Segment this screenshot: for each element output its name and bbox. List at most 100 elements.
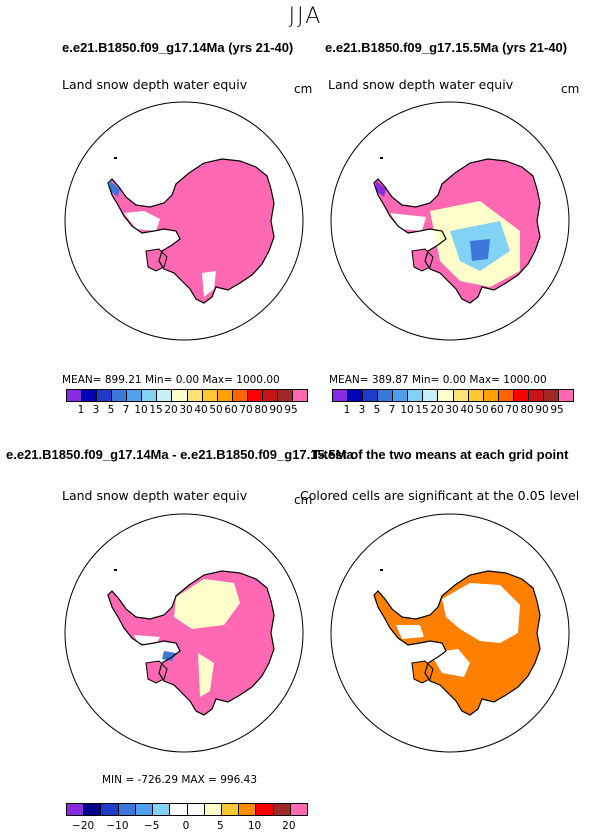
colorbar-top-right-tick-label: 80 (520, 404, 534, 416)
map1-island-mark (114, 157, 117, 159)
panel4-subtitle: Colored cells are significant at the 0.0… (300, 488, 580, 503)
map4-not-significant-region (442, 583, 520, 643)
map-panel-1 (64, 101, 304, 341)
panel2-stats: MEAN= 389.87 Min= 0.00 Max= 1000.00 (329, 374, 547, 386)
colorbar-top-left-swatch (217, 390, 233, 401)
colorbar-top-left-swatch (97, 390, 113, 401)
colorbar-top-left-tick-label: 80 (254, 404, 268, 416)
colorbar-top-left-swatch (232, 390, 248, 401)
panel1-title: e.e21.B1850.f09_g17.14Ma (yrs 21-40) (62, 40, 294, 55)
colorbar-top-right-tick-label: 95 (550, 404, 564, 416)
map4-coastline (373, 570, 541, 716)
colorbar-top-right-swatch (468, 390, 484, 401)
colorbar-top-right-swatch (438, 390, 454, 401)
colorbar-top-left-swatch (112, 390, 128, 401)
colorbar-top-left-swatch (247, 390, 263, 401)
map1-continent-fill (108, 159, 274, 303)
colorbar-top-left-tick-label: 40 (194, 404, 208, 416)
colorbar-top-right-swatch (453, 390, 469, 401)
panel3-subtitle: Land snow depth water equiv (62, 488, 248, 503)
map4-island-mark (380, 569, 383, 571)
colorbar-top-left-swatch (262, 390, 278, 401)
colorbar-top-right-tick-label: 90 (535, 404, 549, 416)
colorbar-top-right-swatch (423, 390, 439, 401)
colorbar-top-left-swatch (82, 390, 98, 401)
colorbar-top-left-tick-label: 30 (179, 404, 193, 416)
map3-negative-difference-cells (162, 651, 176, 661)
colorbar-diff-tick-label: 5 (216, 820, 224, 832)
map3-island-mark (114, 569, 117, 571)
colorbar-labels-panel-2: 1 3 5 7 10 15 20 30 40 50 60 70 80 90 95 (332, 404, 572, 417)
colorbar-top-right-tick-label: 20 (430, 404, 444, 416)
colorbar-diff-swatch (84, 804, 102, 815)
colorbar-diff-swatch (256, 804, 274, 815)
colorbar-top-left-swatch (187, 390, 203, 401)
colorbar-diff-tick-label: −10 (106, 820, 129, 832)
colorbar-top-left-tick-label: 60 (224, 404, 238, 416)
colorbar-top-left-tick-label: 5 (107, 404, 115, 416)
map1-low-snow-region (124, 211, 160, 231)
map-panel-4 (330, 513, 570, 753)
colorbar-top-right-swatch (378, 390, 394, 401)
colorbar-top-left-swatch (292, 390, 307, 401)
colorbar-diff-swatch (273, 804, 291, 815)
map3-shelf-coastline (145, 660, 168, 684)
colorbar-top-right-tick-label: 40 (460, 404, 474, 416)
colorbar-top-right-swatch (348, 390, 364, 401)
colorbar-top-left-tick-label: 10 (134, 404, 148, 416)
map-panel-3 (64, 513, 304, 753)
colorbar-top-right-swatch (513, 390, 529, 401)
map-panel-2 (330, 101, 570, 341)
colorbar-diff-tick-label: 10 (247, 820, 262, 832)
colorbar-panel-3 (66, 803, 308, 816)
map1-peninsula-cells (110, 181, 120, 197)
colorbar-top-left-tick-label: 70 (239, 404, 253, 416)
map2-island-mark (380, 157, 383, 159)
colorbar-top-left-tick-label: 15 (149, 404, 163, 416)
colorbar-diff-swatch (118, 804, 136, 815)
panel1-stats: MEAN= 899.21 Min= 0.00 Max= 1000.00 (62, 374, 280, 386)
map4-shelf-coastline (411, 660, 434, 684)
colorbar-top-left-tick-label: 20 (164, 404, 178, 416)
colorbar-top-right-tick-label: 5 (373, 404, 381, 416)
map4-not-significant-region (396, 625, 424, 639)
season-title: JJA (288, 4, 323, 29)
colorbar-top-left-swatch (157, 390, 173, 401)
colorbar-top-right-swatch (333, 390, 349, 401)
panel4-title: T-test of the two means at each grid poi… (312, 447, 569, 462)
colorbar-top-right-tick-label: 10 (400, 404, 414, 416)
colorbar-top-right-tick-label: 3 (358, 404, 366, 416)
colorbar-top-left-swatch (67, 390, 83, 401)
map2-low-snow-patch (470, 239, 490, 261)
map1-low-snow-region (202, 271, 216, 297)
colorbar-diff-swatch (290, 804, 308, 815)
colorbar-top-left-tick-label: 1 (77, 404, 85, 416)
colorbar-diff-swatch (67, 804, 85, 815)
map3-difference-region (174, 579, 240, 629)
colorbar-top-left-tick-label: 3 (92, 404, 100, 416)
map3-coastline (107, 570, 275, 716)
colorbar-diff-swatch (187, 804, 205, 815)
map2-shelf-coastline (411, 248, 434, 272)
panel2-units: cm (561, 82, 580, 96)
colorbar-diff-tick-label: −20 (72, 820, 95, 832)
colorbar-top-right-tick-label: 60 (490, 404, 504, 416)
colorbar-top-left-swatch (202, 390, 218, 401)
colorbar-top-right-tick-label: 30 (445, 404, 459, 416)
map2-coastline (373, 158, 541, 304)
colorbar-top-left-swatch (142, 390, 158, 401)
colorbar-labels-panel-1: 1 3 5 7 10 15 20 30 40 50 60 70 80 90 95 (66, 404, 306, 417)
colorbar-top-left-swatch (277, 390, 293, 401)
colorbar-panel-2 (332, 389, 574, 402)
colorbar-diff-swatch (153, 804, 171, 815)
map2-peninsula-cells (376, 181, 386, 197)
colorbar-top-right-swatch (393, 390, 409, 401)
colorbar-top-right-tick-label: 70 (505, 404, 519, 416)
colorbar-diff-tick-label: 20 (282, 820, 296, 832)
colorbar-diff-swatch (170, 804, 188, 815)
colorbar-diff-tick-label: −5 (143, 820, 160, 832)
colorbar-top-right-tick-label: 7 (388, 404, 396, 416)
colorbar-top-left-tick-label: 50 (209, 404, 223, 416)
colorbar-top-right-tick-label: 1 (343, 404, 351, 416)
colorbar-top-right-swatch (483, 390, 499, 401)
